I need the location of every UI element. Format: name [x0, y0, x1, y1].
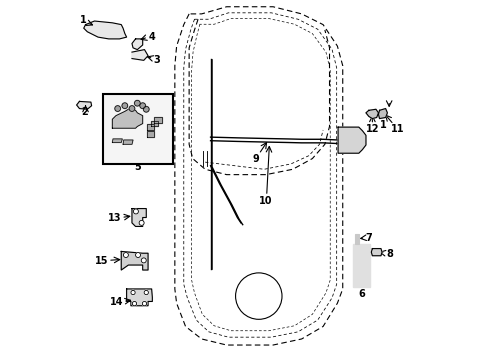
- Text: 3: 3: [153, 55, 160, 65]
- Polygon shape: [112, 109, 142, 128]
- Text: 12: 12: [365, 124, 378, 134]
- FancyBboxPatch shape: [103, 94, 173, 164]
- Text: 10: 10: [259, 197, 272, 206]
- Polygon shape: [123, 140, 133, 144]
- Text: 9: 9: [252, 154, 259, 163]
- Polygon shape: [365, 109, 378, 118]
- Polygon shape: [77, 102, 91, 109]
- Bar: [147, 131, 154, 137]
- Circle shape: [115, 106, 121, 111]
- Text: 8: 8: [386, 249, 392, 259]
- Text: 15: 15: [95, 256, 108, 266]
- Bar: [151, 121, 158, 126]
- Circle shape: [122, 103, 127, 109]
- Text: 11: 11: [390, 124, 403, 134]
- Circle shape: [140, 103, 145, 109]
- Text: 14: 14: [110, 297, 123, 307]
- Circle shape: [133, 209, 138, 214]
- Polygon shape: [121, 251, 148, 270]
- Text: 7: 7: [365, 233, 371, 243]
- Bar: [147, 124, 154, 130]
- Circle shape: [143, 107, 149, 112]
- Bar: [354, 234, 358, 244]
- Circle shape: [123, 252, 128, 257]
- Polygon shape: [378, 109, 386, 118]
- Circle shape: [132, 301, 136, 306]
- Polygon shape: [132, 208, 146, 226]
- Circle shape: [134, 100, 140, 106]
- Circle shape: [142, 301, 146, 306]
- Circle shape: [135, 252, 140, 257]
- Text: 5: 5: [134, 162, 141, 172]
- Polygon shape: [132, 50, 148, 60]
- Text: 4: 4: [149, 32, 155, 42]
- Circle shape: [129, 106, 135, 111]
- Text: 2: 2: [81, 107, 88, 117]
- Text: 1: 1: [80, 15, 86, 25]
- Circle shape: [141, 258, 146, 263]
- Circle shape: [144, 291, 148, 295]
- Polygon shape: [337, 127, 365, 153]
- Bar: [353, 244, 369, 287]
- Polygon shape: [126, 289, 152, 306]
- Text: 13: 13: [108, 213, 122, 223]
- Polygon shape: [112, 139, 122, 143]
- Text: 1: 1: [379, 120, 386, 130]
- Polygon shape: [132, 39, 142, 50]
- Bar: [154, 117, 162, 123]
- Circle shape: [139, 220, 144, 225]
- Circle shape: [131, 291, 135, 295]
- Polygon shape: [370, 249, 381, 256]
- Polygon shape: [83, 21, 126, 39]
- Text: 6: 6: [358, 289, 365, 299]
